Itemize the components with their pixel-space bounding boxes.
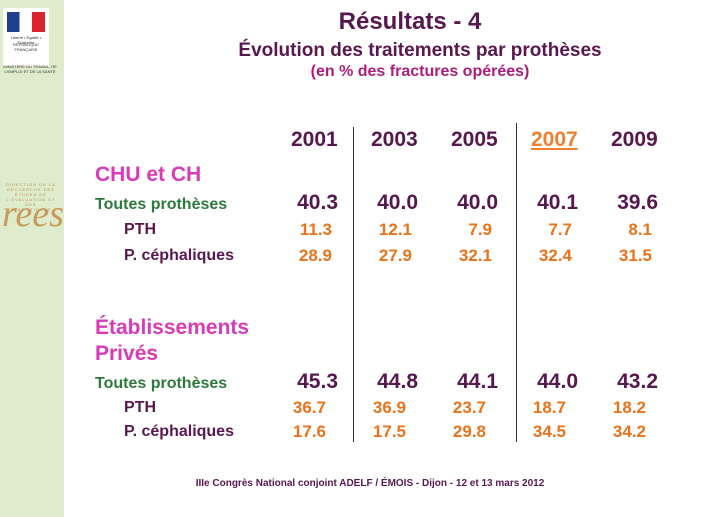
value-prives-toutes-2007: 44.0 [537, 370, 578, 393]
value-chu-ceph-2005: 32.1 [458, 246, 492, 265]
republic-motto: Liberté • Égalité • Fraternité [10, 35, 42, 45]
value-prives-ceph-2005: 29.8 [452, 422, 486, 441]
value-prives-toutes-2005: 44.1 [457, 370, 498, 393]
slide-unit-note: (en % des fractures opérées) [310, 63, 530, 80]
value-prives-ceph-2007: 34.5 [532, 422, 566, 441]
value-chu-pth-2009: 8.1 [628, 220, 652, 239]
value-chu-ceph-2003: 27.9 [378, 246, 412, 265]
year-header-2003: 2003 [371, 128, 418, 151]
row-label-chu-cephaliques: P. céphaliques [124, 247, 234, 264]
value-chu-ceph-2001: 28.9 [298, 246, 332, 265]
value-chu-pth-2007: 7.7 [548, 220, 572, 239]
row-label-prives-cephaliques: P. céphaliques [124, 423, 234, 440]
value-prives-toutes-2003: 44.8 [377, 370, 418, 393]
column-divider-2 [516, 123, 517, 442]
value-chu-pth-2003: 12.1 [378, 220, 412, 239]
year-header-2001: 2001 [291, 128, 338, 151]
row-label-prives-pth: PTH [124, 399, 156, 416]
value-prives-pth-2001: 36.7 [292, 398, 326, 417]
value-chu-toutes-2003: 40.0 [377, 191, 418, 214]
section-title-prives-line1: Établissements [95, 316, 250, 339]
drees-wordmark: rees [2, 193, 64, 235]
value-prives-ceph-2003: 17.5 [372, 422, 406, 441]
row-label-prives-toutes: Toutes prothèses [95, 375, 228, 392]
row-label-chu-pth: PTH [124, 221, 156, 238]
row-label-chu-toutes: Toutes prothèses [95, 196, 228, 213]
value-chu-toutes-2009: 39.6 [617, 191, 658, 214]
ministry-label: MINISTÈRE DU TRAVAIL, DE L'EMPLOI ET DE … [3, 64, 57, 74]
slide-subtitle: Évolution des traitements par prothèses [238, 40, 602, 61]
value-prives-pth-2009: 18.2 [612, 398, 646, 417]
marianne-flag-icon [7, 12, 45, 32]
slide-footer: IIIe Congrès National conjoint ADELF / É… [195, 478, 545, 489]
drees-logo: DIRECTION DE LA RECHERCHE DES ÉTUDES DE … [2, 90, 64, 233]
value-chu-ceph-2009: 31.5 [618, 246, 652, 265]
slide-title: Résultats - 4 [338, 8, 482, 35]
value-prives-pth-2005: 23.7 [452, 398, 486, 417]
value-chu-ceph-2007: 32.4 [538, 246, 572, 265]
value-prives-toutes-2009: 43.2 [617, 370, 658, 393]
year-header-2005: 2005 [451, 128, 498, 151]
value-chu-toutes-2005: 40.0 [457, 191, 498, 214]
value-chu-toutes-2007: 40.1 [537, 191, 578, 214]
section-title-chu: CHU et CH [95, 163, 202, 186]
republic-label: RÉPUBLIQUE FRANÇAISE [13, 42, 39, 52]
column-divider-1 [353, 127, 354, 442]
value-prives-toutes-2001: 45.3 [297, 370, 338, 393]
year-header-2009: 2009 [611, 128, 658, 151]
drees-subtitle: DIRECTION DE LA RECHERCHE DES ÉTUDES DE … [6, 182, 56, 212]
value-prives-ceph-2009: 34.2 [612, 422, 646, 441]
year-header-2007: 2007 [531, 128, 578, 151]
section-title-prives-line2: Privés [95, 342, 159, 365]
value-prives-ceph-2001: 17.6 [292, 422, 326, 441]
value-chu-pth-2005: 7.9 [468, 220, 492, 239]
value-prives-pth-2003: 36.9 [372, 398, 406, 417]
value-chu-toutes-2001: 40.3 [297, 191, 338, 214]
sidebar-band: Liberté • Égalité • Fraternité RÉPUBLIQU… [0, 0, 64, 517]
value-prives-pth-2007: 18.7 [532, 398, 566, 417]
republique-francaise-logo: Liberté • Égalité • Fraternité RÉPUBLIQU… [3, 8, 49, 66]
value-chu-pth-2001: 11.3 [299, 220, 332, 239]
